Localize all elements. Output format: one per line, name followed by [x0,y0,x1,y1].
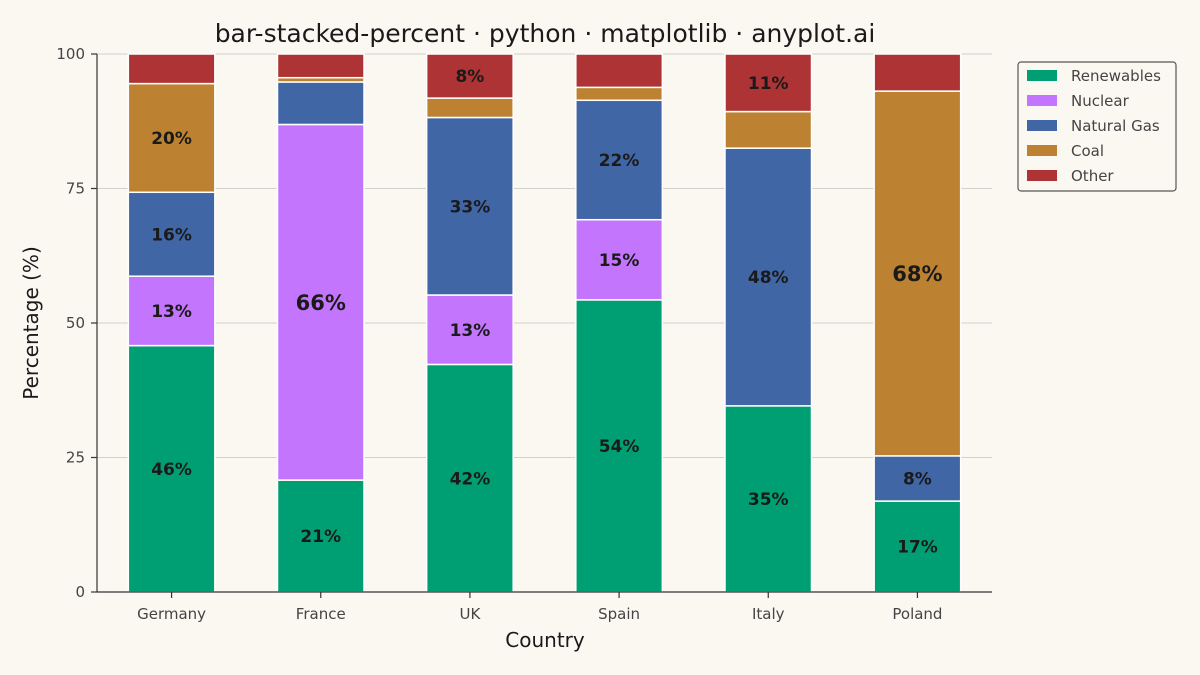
x-tick-label: UK [460,605,482,623]
legend-label: Other [1071,167,1114,185]
y-tick-label: 75 [66,180,85,198]
bar-segment [873,53,962,92]
legend: Renewables Nuclear Natural Gas Coal Other [1017,61,1177,192]
bar-value-label: 54% [599,437,640,457]
y-tick-label: 25 [66,449,85,467]
bar-segment [425,97,514,119]
bar-segment [276,81,365,126]
bar-value-label: 8% [455,67,484,87]
bar-segment [575,86,664,102]
bar-value-label: 17% [897,538,938,558]
bar-segment [724,53,813,113]
bar-value-label: 21% [300,527,341,547]
legend-label: Nuclear [1071,92,1130,110]
bar-value-label: 8% [903,470,932,490]
y-tick-label: 50 [66,314,85,332]
bar-segment [575,299,664,593]
bar-segment [575,218,664,301]
bar-segment [276,53,365,79]
bar-value-label: 15% [599,251,640,271]
bar-value-label: 16% [151,225,192,245]
x-tick-label: Poland [892,605,942,623]
legend-label: Coal [1071,142,1104,160]
bar-segment [575,53,664,89]
bar-value-label: 42% [450,469,491,489]
bar-segment [127,53,216,85]
bar-segment [127,82,216,194]
bar-value-label: 22% [599,151,640,171]
bar-value-label: 68% [892,262,942,286]
bar-value-label: 13% [450,321,491,341]
bars [127,53,962,593]
x-axis-ticks: Germany France UK Spain Italy Poland [137,592,942,623]
bar-value-label: 33% [450,197,491,217]
x-tick-label: France [296,605,346,623]
bar-value-label: 11% [748,74,789,94]
bar-segment [127,275,216,347]
gridlines [97,53,992,458]
bar-segment [724,147,813,407]
y-axis-ticks: 0 25 50 75 100 [56,45,97,601]
legend-frame [1017,61,1177,192]
x-axis-label: Country [505,628,585,652]
bar-segment [425,294,514,366]
x-tick-label: Italy [752,605,785,623]
bar-value-label: 66% [296,291,346,315]
x-tick-label: Germany [137,605,206,623]
bar-segment [873,500,962,593]
bar-segment [425,53,514,99]
legend-swatch [1027,70,1057,81]
bar-segment [873,90,962,457]
y-axis-label: Percentage (%) [19,246,43,399]
bar-value-label: 35% [748,490,789,510]
legend-swatch [1027,95,1057,106]
y-tick-label: 0 [75,583,85,601]
chart-title: bar-stacked-percent · python · matplotli… [215,19,876,48]
bar-segment [127,344,216,593]
x-tick-label: Spain [598,605,640,623]
bar-segment [425,116,514,296]
bar-segment [724,110,813,149]
bar-segment [276,479,365,593]
bar-value-label: 13% [151,302,192,322]
legend-swatch [1027,120,1057,131]
legend-label: Renewables [1071,67,1161,85]
bar-value-label: 48% [748,268,789,288]
legend-label: Natural Gas [1071,117,1160,135]
bar-segment [575,99,664,221]
bar-value-label: 46% [151,460,192,480]
bar-segment [425,363,514,593]
bar-segment [724,405,813,593]
bar-segment [276,123,365,481]
bar-labels: 46% 13% 16% 20% 21% 66% 42% 13% 33% 8% 54% 15% 22% 35… [151,67,942,557]
legend-swatch [1027,170,1057,181]
legend-swatch [1027,145,1057,156]
bar-value-label: 20% [151,129,192,149]
y-tick-label: 100 [56,45,85,63]
